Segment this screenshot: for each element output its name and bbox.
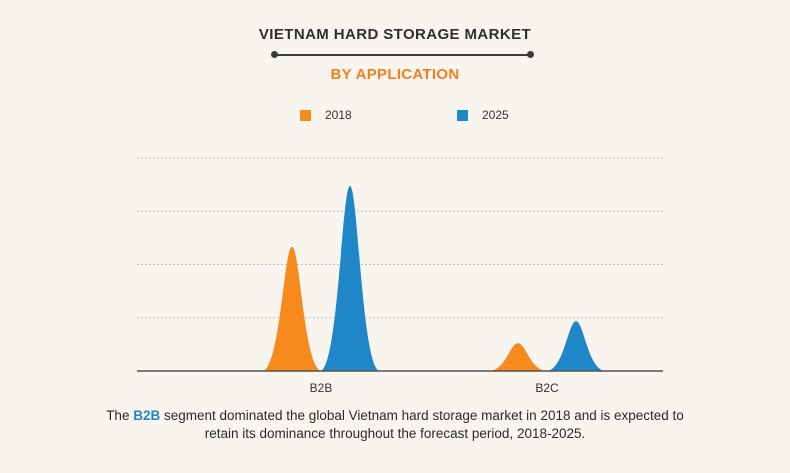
legend-item-2025: 2025 [457, 108, 509, 122]
x-tick-label-b2c: B2C [535, 381, 559, 395]
caption-part2: segment dominated the global Vietnam har… [160, 408, 684, 441]
peak-b2b-2018 [262, 246, 322, 371]
divider-left-dot [271, 51, 278, 58]
chart-subtitle: BY APPLICATION [330, 66, 460, 83]
peak-b2b-2025 [320, 185, 380, 371]
title-divider [275, 54, 530, 56]
legend-swatch-2018 [300, 109, 311, 121]
chart-plot: B2B B2C [137, 157, 663, 395]
legend-label-2025: 2025 [482, 108, 509, 122]
legend-item-2018: 2018 [300, 108, 352, 122]
legend-swatch-2025 [457, 109, 468, 121]
chart-title: VIETNAM HARD STORAGE MARKET [258, 26, 532, 43]
peak-b2c-2018 [488, 343, 548, 371]
divider-right-dot [527, 51, 534, 58]
caption-highlight: B2B [133, 408, 161, 423]
chart-caption: The B2B segment dominated the global Vie… [95, 407, 695, 443]
legend-label-2018: 2018 [325, 108, 352, 122]
caption-part1: The [106, 408, 134, 423]
x-tick-label-b2b: B2B [310, 381, 333, 395]
peak-b2c-2025 [546, 321, 606, 371]
